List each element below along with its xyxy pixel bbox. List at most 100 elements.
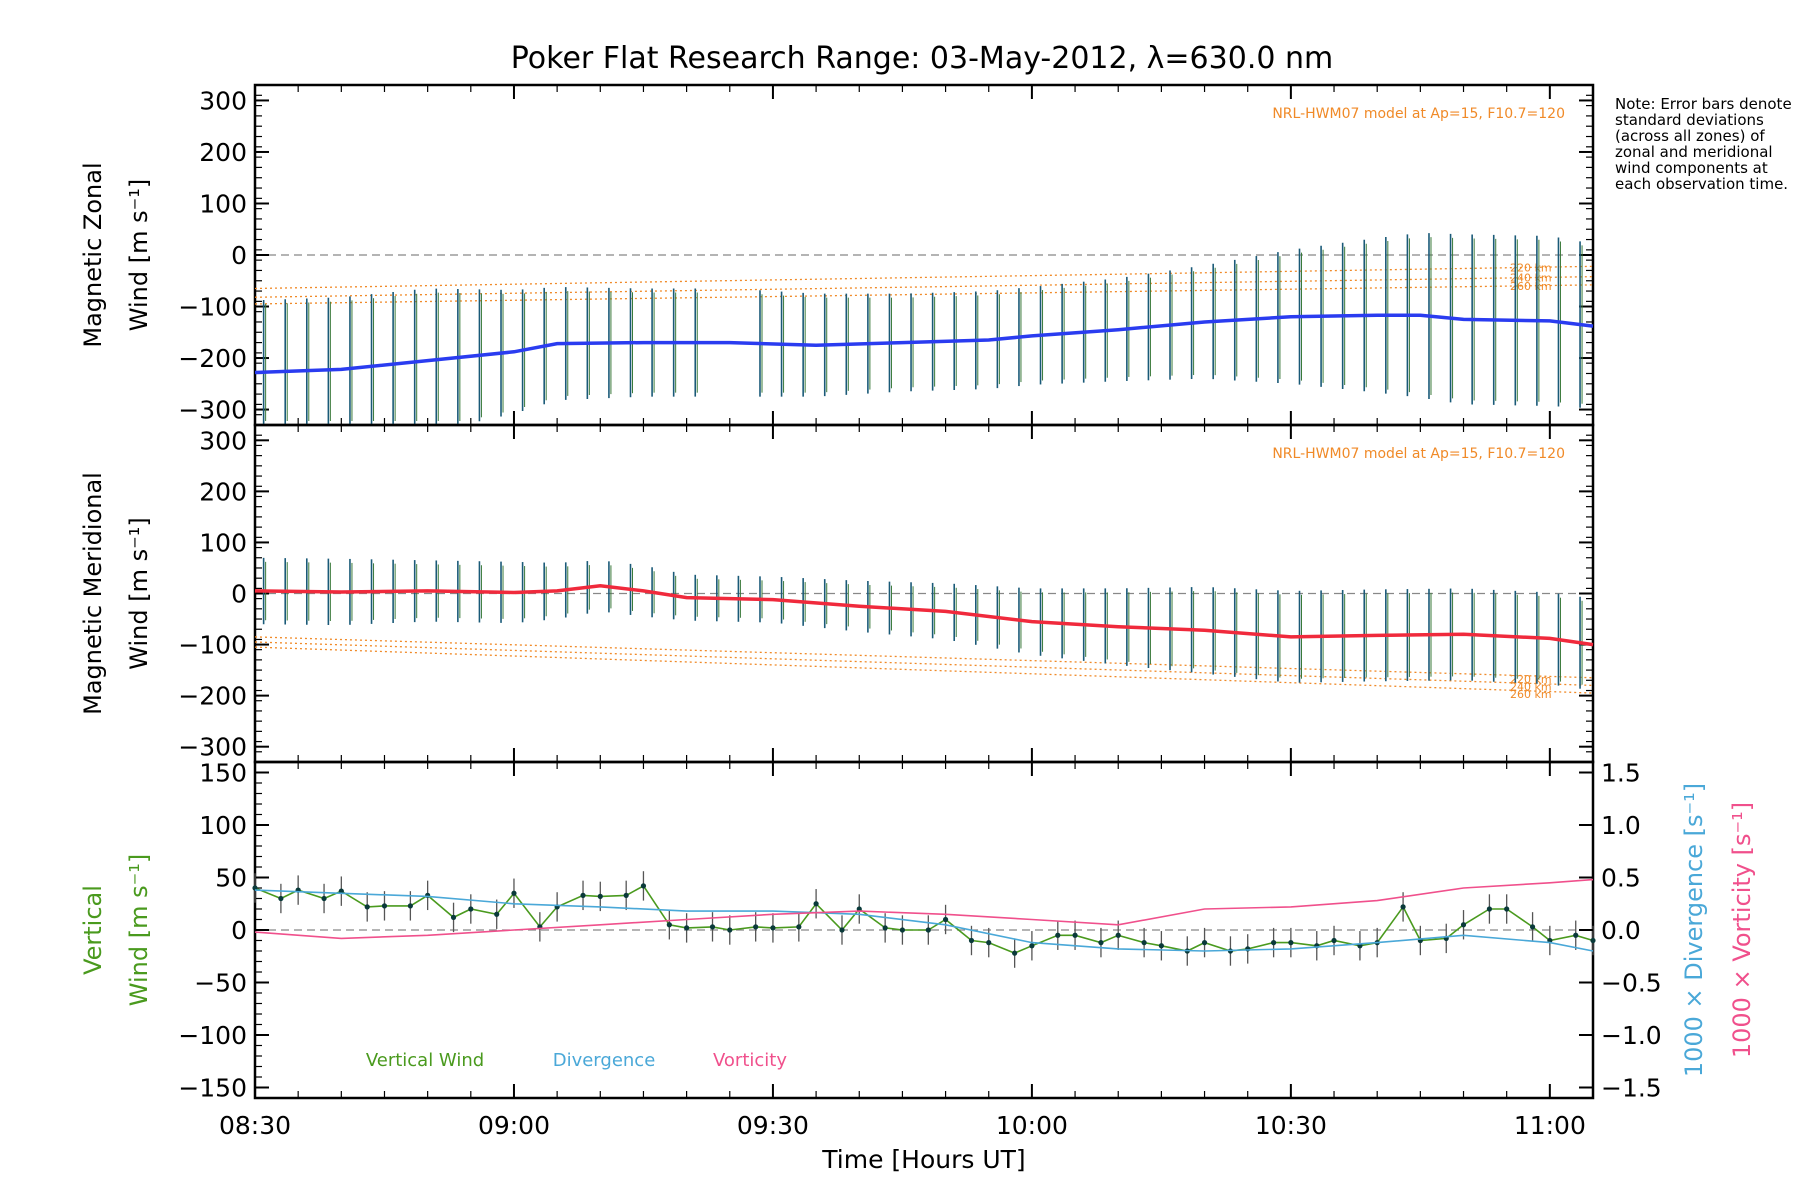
- data-point: [407, 903, 413, 909]
- data-point: [278, 895, 284, 902]
- y-axis-label-line1: Magnetic Zonal: [79, 162, 107, 347]
- data-point: [856, 906, 862, 912]
- data-point: [597, 893, 603, 900]
- model-label: NRL-HWM07 model at Ap=15, F10.7=120: [1272, 106, 1565, 122]
- y-axis-label-line2: Wind [m s⁻¹]: [125, 854, 153, 1006]
- error-bar-note: Note: Error bars denote standard deviati…: [1615, 95, 1792, 193]
- data-point: [899, 927, 906, 933]
- legend-entry: Vorticity: [713, 1050, 787, 1071]
- model-line: [254, 284, 1594, 305]
- y-tick-label: −100: [178, 293, 247, 322]
- data-point: [1055, 932, 1061, 938]
- legend-entry: Divergence: [553, 1050, 656, 1071]
- y-tick-label: −300: [178, 733, 247, 762]
- model-line: [254, 265, 1594, 290]
- model-line: [254, 646, 1594, 694]
- y-axis-label-line1: Vertical: [79, 885, 107, 975]
- data-point: [709, 924, 716, 930]
- data-point: [1115, 932, 1121, 938]
- data-point: [640, 883, 647, 889]
- data-point: [1201, 940, 1208, 946]
- data-point: [1590, 937, 1596, 944]
- y-tick-label: 50: [215, 864, 247, 893]
- data-point: [580, 892, 586, 898]
- model-series-label: 240 km: [1510, 272, 1552, 285]
- model-line: [254, 641, 1594, 687]
- y2-tick-label: −1.5: [1601, 1074, 1662, 1103]
- data-point: [623, 892, 629, 898]
- series-line-meridional: [254, 584, 1594, 647]
- data-point: [753, 924, 759, 930]
- panel-zonal: −300 −200 −100 0 100 200 300 Magnetic Zonal Wind…: [79, 83, 1595, 427]
- data-point: [1072, 932, 1078, 938]
- y-tick-label: 100: [199, 811, 247, 840]
- x-tick-label: 09:30: [737, 1111, 809, 1140]
- data-point: [727, 927, 733, 933]
- data-point: [986, 940, 992, 946]
- data-point: [796, 924, 802, 930]
- y-axis-label-line1: Magnetic Meridional: [79, 472, 107, 715]
- data-point: [450, 914, 457, 921]
- data-point: [1012, 950, 1018, 956]
- data-point: [252, 885, 258, 891]
- y-tick-label: −200: [178, 682, 247, 711]
- model-series-label: 220 km: [1510, 261, 1552, 274]
- y-tick-label: −200: [178, 344, 247, 373]
- y-tick-label: 300: [199, 426, 247, 455]
- y2-tick-label: 1.5: [1601, 759, 1641, 788]
- data-point: [1504, 906, 1510, 912]
- data-point: [338, 888, 344, 894]
- data-point: [1573, 932, 1579, 938]
- y-tick-label: 100: [199, 528, 247, 557]
- y-tick-label: −50: [194, 969, 247, 998]
- x-tick-label: 08:30: [219, 1111, 291, 1140]
- y2-axis-label: 1000 × Divergence [s⁻¹]: [1680, 783, 1708, 1077]
- data-point: [882, 925, 888, 931]
- y2-tick-label: 1.0: [1601, 811, 1641, 840]
- data-point: [1141, 940, 1147, 946]
- x-tick-label: 10:00: [996, 1111, 1068, 1140]
- y2-tick-label: 0.0: [1601, 916, 1641, 945]
- data-point: [1029, 943, 1035, 949]
- x-tick-label: 10:30: [1255, 1111, 1327, 1140]
- y2-tick-label: −0.5: [1601, 969, 1662, 998]
- data-point: [666, 922, 672, 928]
- data-point: [968, 937, 975, 944]
- y-tick-label: −300: [178, 396, 247, 425]
- data-point: [1288, 940, 1294, 946]
- y-tick-label: 300: [199, 86, 247, 115]
- data-point: [321, 895, 327, 902]
- chart-title: Poker Flat Research Range: 03-May-2012, …: [511, 41, 1333, 76]
- x-tick-label: 09:00: [478, 1111, 550, 1140]
- y2-tick-label: 0.5: [1601, 864, 1641, 893]
- data-point: [1271, 940, 1277, 946]
- y-tick-label: −100: [178, 631, 247, 660]
- y-tick-label: 0: [231, 916, 247, 945]
- data-point: [1098, 940, 1104, 946]
- data-point: [468, 906, 474, 912]
- data-point: [494, 911, 500, 917]
- data-point: [1486, 906, 1493, 912]
- data-point: [1460, 922, 1467, 928]
- y-tick-label: −150: [178, 1074, 247, 1103]
- data-point: [511, 890, 517, 896]
- series-line-vertical-wind: [254, 884, 1594, 954]
- data-point: [1158, 943, 1164, 949]
- y-tick-label: 200: [199, 138, 247, 167]
- y-tick-label: 100: [199, 189, 247, 218]
- data-point: [1400, 904, 1406, 910]
- legend-entry: Vertical Wind: [366, 1050, 484, 1071]
- data-point: [839, 927, 845, 933]
- y-axis-label-line2: Wind [m s⁻¹]: [125, 517, 153, 669]
- series-line-vorticity: [254, 878, 1594, 940]
- y-tick-label: 150: [199, 759, 247, 788]
- model-line: [254, 275, 1594, 298]
- data-point: [813, 901, 819, 907]
- model-label: NRL-HWM07 model at Ap=15, F10.7=120: [1272, 446, 1565, 462]
- model-series-label: 260 km: [1510, 688, 1552, 701]
- data-point: [1529, 924, 1536, 930]
- data-point: [684, 925, 690, 931]
- series-line-zonal: [254, 313, 1594, 375]
